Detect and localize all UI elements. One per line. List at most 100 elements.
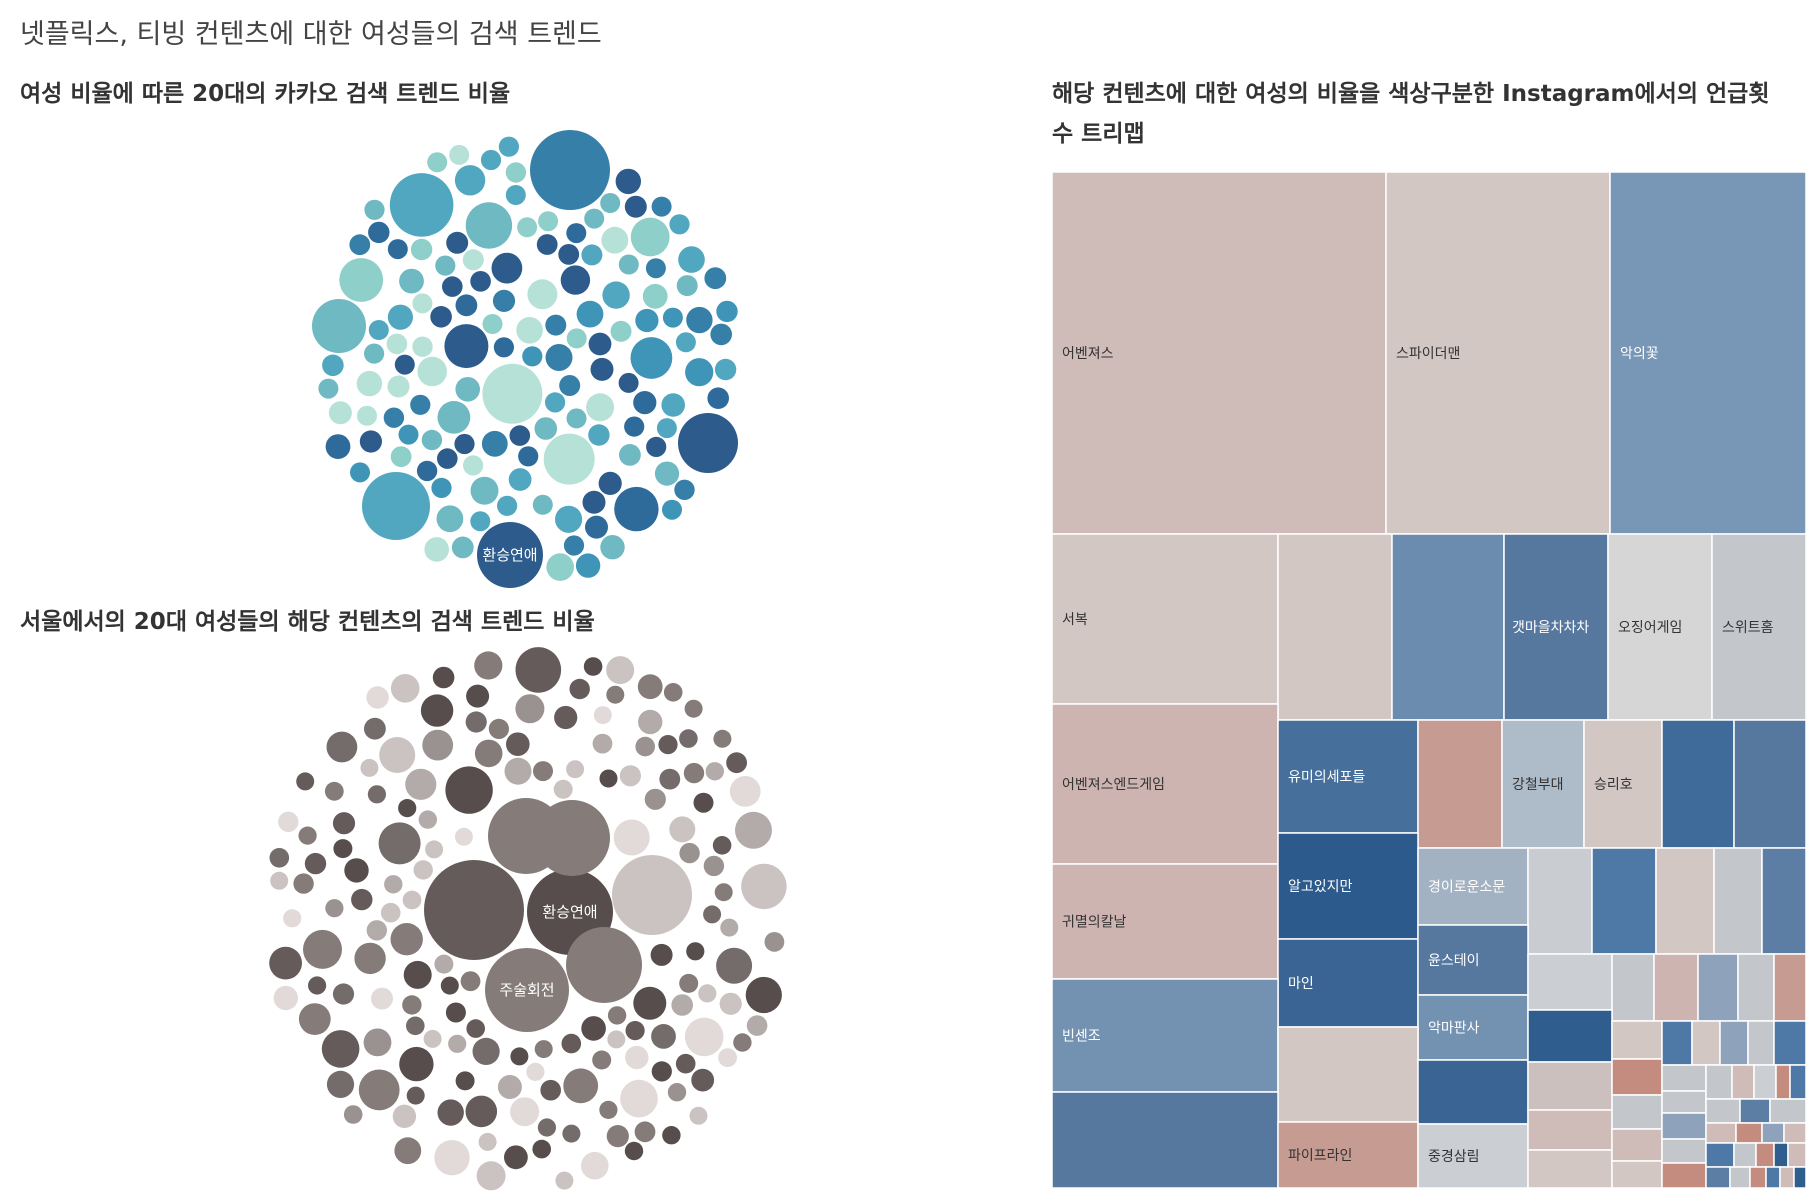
treemap-rect-10[interactable] (1277, 719, 1419, 834)
bubble-96[interactable] (325, 434, 351, 459)
treemap-rect-61[interactable] (1775, 1064, 1791, 1100)
bubble-75[interactable] (470, 476, 499, 505)
bubble-59[interactable] (714, 883, 733, 902)
treemap-rect-66[interactable] (1705, 1122, 1737, 1144)
bubble-71[interactable] (662, 1126, 681, 1145)
bubble-143[interactable] (650, 943, 673, 966)
bubble-130[interactable] (497, 1075, 522, 1099)
bubble-127[interactable] (561, 1033, 582, 1054)
bubble-77[interactable] (488, 718, 509, 740)
bubble-54[interactable] (614, 486, 659, 532)
bubble-64[interactable] (651, 196, 672, 217)
bubble-95[interactable] (455, 294, 478, 317)
treemap-rect-57[interactable] (1661, 1162, 1707, 1189)
bubble-111[interactable] (662, 307, 683, 328)
bubble-144[interactable] (745, 976, 782, 1014)
bubble-123[interactable] (432, 666, 455, 689)
bubble-40[interactable] (644, 788, 666, 810)
bubble-166[interactable] (380, 902, 401, 923)
bubble-134[interactable] (558, 244, 580, 265)
bubble-7[interactable] (663, 683, 683, 702)
bubble-122[interactable] (618, 372, 639, 393)
bubble-53[interactable] (417, 356, 448, 387)
treemap-rect-25[interactable] (1417, 924, 1529, 996)
bubble-47[interactable] (332, 983, 355, 1005)
bubble-15[interactable] (515, 694, 545, 724)
treemap-rect-74[interactable] (1787, 1142, 1807, 1168)
treemap-rect-53[interactable] (1661, 1064, 1707, 1092)
bubble-36[interactable] (735, 811, 772, 849)
bubble-139[interactable] (398, 424, 419, 445)
bubble-83[interactable] (435, 255, 456, 276)
bubble-21[interactable] (620, 1079, 658, 1118)
bubble-41[interactable] (592, 733, 613, 754)
treemap-rect-23[interactable] (1761, 847, 1807, 955)
bubble-20[interactable] (465, 202, 513, 249)
bubble-154[interactable] (599, 769, 618, 788)
bubble-107[interactable] (269, 848, 290, 868)
treemap-rect-13[interactable] (1583, 719, 1663, 849)
treemap-rect-37[interactable] (1051, 1091, 1279, 1189)
bubble-93[interactable] (545, 344, 573, 371)
bubble-94[interactable] (423, 1029, 442, 1048)
bubble-49[interactable] (498, 136, 519, 157)
bubble-117[interactable] (555, 1171, 574, 1190)
bubble-65[interactable] (581, 1016, 606, 1041)
treemap-rect-22[interactable] (1713, 847, 1763, 955)
treemap-rect-65[interactable] (1769, 1098, 1807, 1124)
bubble-60[interactable] (729, 776, 761, 807)
bubble-9[interactable] (654, 461, 680, 486)
bubble-38[interactable] (364, 343, 385, 364)
bubble-62[interactable] (491, 252, 523, 284)
bubble-48[interactable] (676, 275, 698, 297)
treemap-rect-75[interactable] (1705, 1166, 1731, 1189)
treemap-rect-54[interactable] (1661, 1090, 1707, 1114)
bubble-57[interactable] (516, 317, 543, 344)
bubble-162[interactable] (364, 717, 386, 740)
treemap-rect-46[interactable] (1611, 1128, 1663, 1162)
bubble-89[interactable] (646, 436, 667, 457)
treemap-rect-77[interactable] (1749, 1166, 1767, 1189)
bubble-125[interactable] (463, 455, 484, 476)
bubble-47[interactable] (716, 300, 738, 323)
bubble-90[interactable] (510, 1047, 529, 1066)
treemap-rect-16[interactable] (1051, 863, 1279, 980)
bubble-84[interactable] (545, 392, 566, 413)
bubble-86[interactable] (390, 446, 412, 467)
bubble-106[interactable] (581, 1151, 609, 1180)
bubble-109[interactable] (278, 811, 299, 832)
bubble-45[interactable] (434, 1140, 470, 1176)
bubble-49[interactable] (418, 810, 437, 829)
bubble-34[interactable] (308, 976, 327, 995)
bubble-73[interactable] (635, 308, 659, 333)
bubble-92[interactable] (455, 377, 481, 402)
bubble-13[interactable] (602, 281, 630, 309)
bubble-54[interactable] (405, 768, 437, 800)
bubble-62[interactable] (454, 827, 473, 846)
bubble-44[interactable] (399, 1046, 434, 1082)
bubble-14[interactable] (492, 289, 516, 312)
treemap-rect-42[interactable] (1527, 1149, 1613, 1189)
treemap-rect-68[interactable] (1761, 1122, 1785, 1144)
treemap-rect-48[interactable] (1661, 1020, 1693, 1066)
bubble-88[interactable] (493, 337, 514, 358)
treemap-rect-63[interactable] (1705, 1098, 1741, 1124)
treemap-rect-31[interactable] (1697, 953, 1739, 1022)
treemap-rect-30[interactable] (1653, 953, 1699, 1022)
bubble-20[interactable] (344, 858, 369, 883)
bubble-36[interactable] (339, 258, 384, 302)
bubble-137[interactable] (698, 984, 717, 1003)
bubble-134[interactable] (569, 678, 590, 700)
treemap-rect-62[interactable] (1789, 1064, 1807, 1100)
treemap-rect-27[interactable] (1417, 994, 1529, 1061)
bubble-67[interactable] (686, 306, 713, 334)
bubble-75[interactable] (402, 890, 422, 910)
treemap-rect-45[interactable] (1611, 1094, 1663, 1130)
bubble-53[interactable] (358, 1069, 400, 1111)
bubble-23[interactable] (540, 1079, 561, 1101)
bubble-116[interactable] (480, 149, 502, 171)
bubble-2[interactable] (485, 948, 569, 1032)
bubble-6[interactable] (488, 798, 564, 874)
bubble-98[interactable] (518, 446, 539, 467)
bubble-138[interactable] (764, 932, 785, 952)
